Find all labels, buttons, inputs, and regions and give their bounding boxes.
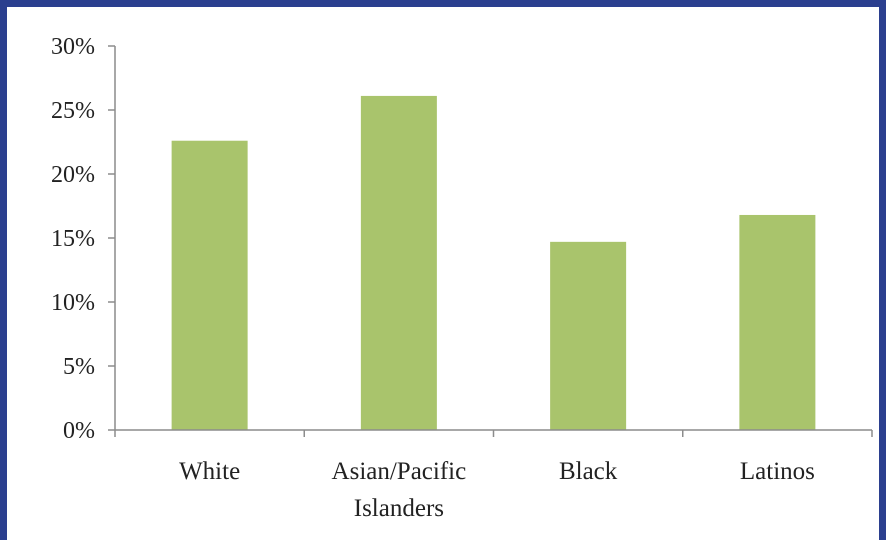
x-category-label: Latinos <box>740 458 815 485</box>
bar <box>171 140 248 430</box>
x-axis-labels: White Asian/Pacific Islanders Black Latinos <box>179 458 815 522</box>
y-tick-label: 25% <box>51 98 95 124</box>
y-axis-ticks: 0% 5% 10% 15% 20% 25% 30% <box>51 34 115 444</box>
bar <box>739 214 816 430</box>
x-axis-ticks <box>114 430 873 437</box>
y-tick-label: 10% <box>51 290 95 316</box>
y-tick-label: 20% <box>51 162 95 188</box>
x-category-label: White <box>179 458 240 485</box>
y-tick-label: 30% <box>51 34 95 60</box>
bars <box>171 95 816 431</box>
bar <box>360 95 437 431</box>
y-tick-label: 5% <box>63 354 95 380</box>
bar <box>550 241 627 430</box>
y-tick-label: 15% <box>51 226 95 252</box>
x-category-label: Asian/Pacific Islanders <box>332 458 467 522</box>
x-category-label: Black <box>559 458 618 485</box>
y-tick-label: 0% <box>63 418 95 444</box>
